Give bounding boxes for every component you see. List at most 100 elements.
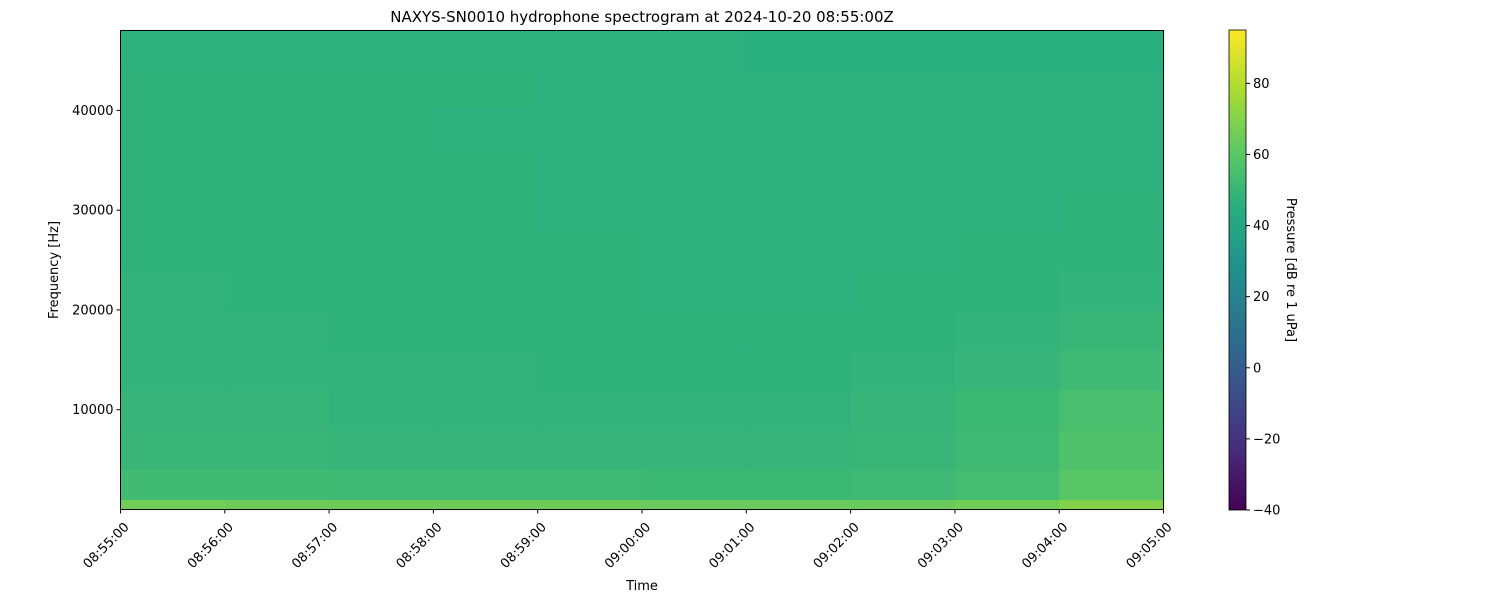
heatmap-cell — [329, 30, 434, 72]
heatmap-cell — [1059, 429, 1165, 471]
heatmap-cell — [850, 70, 956, 111]
heatmap-cell — [642, 309, 747, 351]
heatmap-cell — [329, 469, 434, 501]
x-tick-label: 08:55:00 — [81, 520, 133, 572]
heatmap-cell — [850, 150, 956, 191]
heatmap-cell — [329, 70, 434, 111]
x-tick-label: 09:00:00 — [602, 520, 654, 572]
y-tick-label: 10000 — [72, 403, 113, 418]
heatmap-cell — [537, 270, 643, 311]
heatmap-cell — [1059, 389, 1165, 431]
heatmap-cell — [433, 389, 539, 431]
heatmap-cell — [746, 499, 852, 511]
heatmap-cell — [224, 30, 330, 72]
x-tick-label: 08:56:00 — [185, 520, 237, 572]
heatmap-cell — [537, 30, 643, 72]
heatmap-cell — [537, 499, 643, 511]
x-tick-label: 09:04:00 — [1019, 520, 1071, 572]
heatmap-cells — [120, 30, 1165, 511]
heatmap-cell — [537, 110, 643, 151]
heatmap-cell — [329, 349, 434, 391]
heatmap-cell — [1059, 110, 1165, 151]
heatmap-cell — [850, 389, 956, 431]
heatmap-cell — [746, 349, 852, 391]
colorbar-tick-label: −20 — [1253, 432, 1280, 447]
heatmap-cell — [433, 150, 539, 191]
heatmap-cell — [120, 309, 226, 351]
heatmap-cell — [224, 270, 330, 311]
colorbar-tick-label: −40 — [1253, 504, 1280, 519]
heatmap-cell — [954, 429, 1060, 471]
heatmap-cell — [224, 110, 330, 151]
heatmap-cell — [954, 270, 1060, 311]
heatmap-cell — [954, 190, 1060, 231]
heatmap-cell — [642, 70, 747, 111]
heatmap-cell — [224, 230, 330, 271]
colorbar-ticks: −40 −20 0 20 40 60 80 — [1246, 77, 1280, 519]
heatmap-cell — [746, 270, 852, 311]
heatmap-cell — [120, 110, 226, 151]
heatmap-cell — [954, 349, 1060, 391]
heatmap-cell — [537, 230, 643, 271]
heatmap-cell — [224, 70, 330, 111]
heatmap-cell — [433, 110, 539, 151]
heatmap-cell — [642, 190, 747, 231]
heatmap-cell — [954, 309, 1060, 351]
heatmap-cell — [224, 499, 330, 511]
x-axis-ticks: 08:55:00 08:56:00 08:57:00 08:58:00 08:59:00… — [81, 509, 1176, 572]
heatmap-cell — [642, 499, 747, 511]
y-axis-label: Frequency [Hz] — [47, 221, 62, 319]
heatmap-cell — [850, 30, 956, 72]
heatmap-cell — [746, 469, 852, 501]
heatmap-cell — [954, 110, 1060, 151]
colorbar-label: Pressure [dB re 1 uPa] — [1283, 198, 1298, 342]
x-tick-label: 08:58:00 — [394, 520, 446, 572]
heatmap-cell — [954, 389, 1060, 431]
heatmap-cell — [746, 230, 852, 271]
x-tick-label: 09:01:00 — [706, 520, 758, 572]
colorbar-tick-label: 0 — [1253, 361, 1261, 376]
heatmap-cell — [224, 469, 330, 501]
heatmap-cell — [329, 389, 434, 431]
heatmap-cell — [642, 349, 747, 391]
heatmap-cell — [1059, 70, 1165, 111]
heatmap-cell — [329, 429, 434, 471]
heatmap-cell — [1059, 349, 1165, 391]
heatmap-cell — [224, 429, 330, 471]
heatmap-cell — [433, 309, 539, 351]
heatmap-cell — [120, 150, 226, 191]
heatmap-cell — [224, 150, 330, 191]
heatmap-cell — [746, 309, 852, 351]
heatmap-cell — [537, 469, 643, 501]
y-axis-ticks: 10000 20000 30000 40000 — [72, 104, 121, 418]
heatmap-cell — [537, 190, 643, 231]
heatmap-cell — [224, 309, 330, 351]
x-axis-label: Time — [625, 579, 658, 594]
colorbar-tick-label: 20 — [1253, 290, 1270, 305]
heatmap-cell — [537, 429, 643, 471]
colorbar-tick-label: 40 — [1253, 219, 1270, 234]
heatmap-cell — [850, 429, 956, 471]
heatmap-cell — [954, 30, 1060, 72]
heatmap-cell — [329, 150, 434, 191]
heatmap-cell — [120, 230, 226, 271]
heatmap-cell — [954, 230, 1060, 271]
heatmap-cell — [850, 469, 956, 501]
heatmap-cell — [1059, 30, 1165, 72]
x-tick-label: 09:05:00 — [1124, 520, 1176, 572]
heatmap-cell — [850, 190, 956, 231]
heatmap-cell — [746, 429, 852, 471]
heatmap-cell — [433, 429, 539, 471]
heatmap-cell — [329, 230, 434, 271]
heatmap-cell — [120, 499, 226, 511]
heatmap-cell — [954, 469, 1060, 501]
heatmap-cell — [537, 309, 643, 351]
heatmap-cell — [850, 230, 956, 271]
heatmap-cell — [433, 499, 539, 511]
heatmap-cell — [642, 110, 747, 151]
heatmap-cell — [433, 70, 539, 111]
heatmap-cell — [120, 270, 226, 311]
y-tick-label: 40000 — [72, 104, 113, 119]
colorbar — [1228, 29, 1247, 511]
heatmap-cell — [642, 389, 747, 431]
